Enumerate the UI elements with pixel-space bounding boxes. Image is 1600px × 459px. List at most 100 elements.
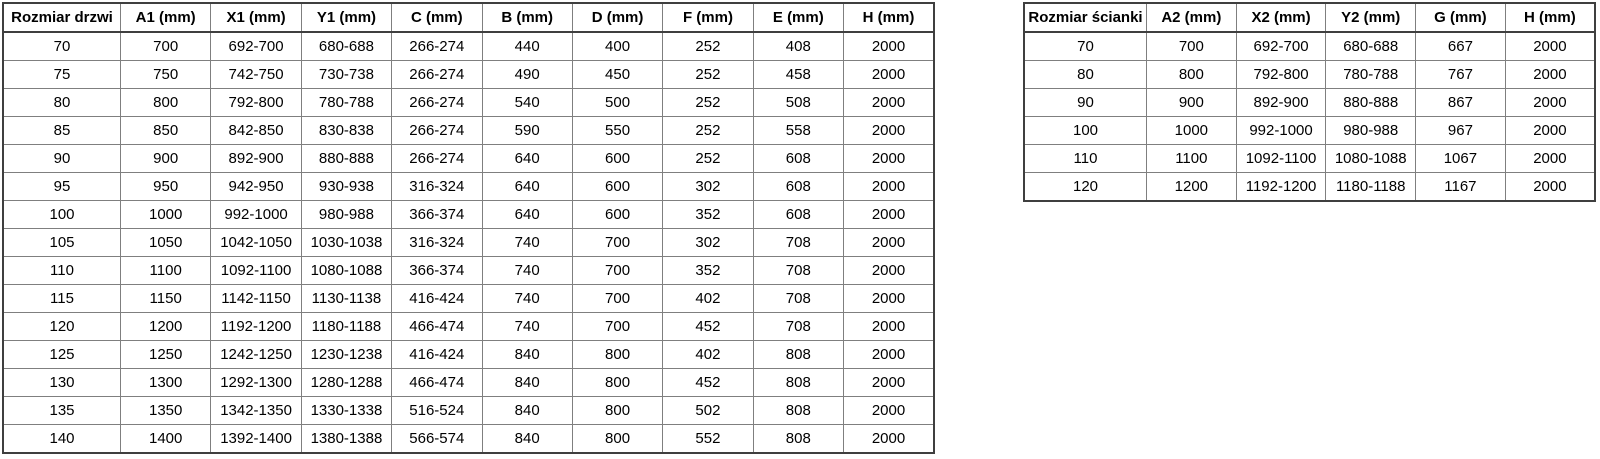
table-cell: 930-938 [300,172,393,201]
table-cell: 1067 [1415,144,1506,173]
table-cell: 70 [1023,31,1147,61]
table-cell: 302 [662,172,754,201]
table-cell: 850 [119,116,212,145]
table-cell: 452 [662,312,754,341]
table-cell: 450 [571,60,664,89]
table-cell: 115 [2,284,121,313]
table-cell: 2000 [843,172,935,201]
table-cell: 110 [1023,144,1147,173]
table-cell: 140 [2,424,121,454]
table-row: 70 700 692-700 680-688 667 2000 [1023,31,1596,61]
table-cell: 900 [1146,88,1237,117]
header-row: Rozmiar drzwi A1 (mm) X1 (mm) Y1 (mm) C (mm)… [2,2,935,33]
doors-size-table: Rozmiar drzwi A1 (mm) X1 (mm) Y1 (mm) C (mm)… [2,2,935,454]
table-cell: 800 [1146,60,1237,89]
table-cell: 1330-1338 [300,396,393,425]
column-header: Rozmiar ścianki [1023,2,1147,33]
column-header: B (mm) [481,2,573,33]
table-cell: 400 [571,31,664,61]
table-cell: 1050 [119,228,212,257]
table-cell: 808 [752,340,845,369]
table-cell: 1030-1038 [300,228,393,257]
column-header: Y2 (mm) [1325,2,1417,33]
table-cell: 2000 [843,228,935,257]
table-cell: 366-374 [391,256,483,285]
table-cell: 1192-1200 [210,312,302,341]
table-cell: 880-888 [300,144,393,173]
table-cell: 830-838 [300,116,393,145]
table-cell: 1250 [119,340,212,369]
table-cell: 2000 [843,88,935,117]
table-cell: 2000 [1504,31,1596,61]
table-cell: 540 [481,88,573,117]
table-cell: 1092-1100 [1235,144,1327,173]
table-row: 140 1400 1392-1400 1380-1388 566-574 840 800 55… [2,424,935,454]
table-cell: 1392-1400 [210,424,302,454]
table-cell: 316-324 [391,228,483,257]
table-cell: 680-688 [300,31,393,61]
table-cell: 2000 [843,200,935,229]
table-cell: 992-1000 [1235,116,1327,145]
table-cell: 800 [571,340,664,369]
table-cell: 516-524 [391,396,483,425]
walls-size-table: Rozmiar ścianki A2 (mm) X2 (mm) Y2 (mm) G (m… [1023,2,1596,202]
table-cell: 90 [2,144,121,173]
table-cell: 2000 [1504,144,1596,173]
table-cell: 110 [2,256,121,285]
table-cell: 980-988 [300,200,393,229]
table-cell: 316-324 [391,172,483,201]
table-cell: 992-1000 [210,200,302,229]
table-cell: 740 [481,284,573,313]
table-cell: 800 [119,88,212,117]
column-header: F (mm) [662,2,754,33]
table-cell: 100 [1023,116,1147,145]
table-cell: 600 [571,144,664,173]
table-cell: 1092-1100 [210,256,302,285]
table-row: 80 800 792-800 780-788 266-274 540 500 252 508 20… [2,88,935,117]
table-cell: 1142-1150 [210,284,302,313]
table-cell: 640 [481,172,573,201]
table-cell: 867 [1415,88,1506,117]
table-cell: 1400 [119,424,212,454]
table-cell: 840 [481,368,573,397]
table-cell: 800 [571,396,664,425]
table-cell: 70 [2,31,121,61]
table-cell: 708 [752,228,845,257]
table-cell: 700 [119,31,212,61]
table-cell: 408 [752,31,845,61]
table-cell: 708 [752,284,845,313]
table-cell: 500 [571,88,664,117]
table-cell: 95 [2,172,121,201]
table-cell: 402 [662,284,754,313]
table-cell: 130 [2,368,121,397]
table-row: 90 900 892-900 880-888 266-274 640 600 252 608 20… [2,144,935,173]
table-cell: 1042-1050 [210,228,302,257]
table-row: 100 1000 992-1000 980-988 366-374 640 600 352 60… [2,200,935,229]
table-cell: 892-900 [1235,88,1327,117]
table-cell: 1292-1300 [210,368,302,397]
table-row: 130 1300 1292-1300 1280-1288 466-474 840 800 45… [2,368,935,397]
table-cell: 608 [752,200,845,229]
table-cell: 600 [571,200,664,229]
column-header: H (mm) [843,2,935,33]
table-cell: 105 [2,228,121,257]
table-cell: 1192-1200 [1235,172,1327,202]
table-cell: 692-700 [1235,31,1327,61]
table-cell: 608 [752,144,845,173]
table-cell: 1130-1138 [300,284,393,313]
table-row: 120 1200 1192-1200 1180-1188 1167 2000 [1023,172,1596,202]
table-cell: 1180-1188 [1325,172,1417,202]
table-cell: 1000 [1146,116,1237,145]
table-cell: 252 [662,31,754,61]
table-cell: 608 [752,172,845,201]
table-cell: 1080-1088 [300,256,393,285]
table-cell: 1180-1188 [300,312,393,341]
column-header: Y1 (mm) [300,2,393,33]
table-cell: 600 [571,172,664,201]
table-cell: 792-800 [1235,60,1327,89]
table-cell: 700 [571,284,664,313]
table-cell: 80 [1023,60,1147,89]
table-cell: 566-574 [391,424,483,454]
table-cell: 120 [2,312,121,341]
column-header: A1 (mm) [119,2,212,33]
